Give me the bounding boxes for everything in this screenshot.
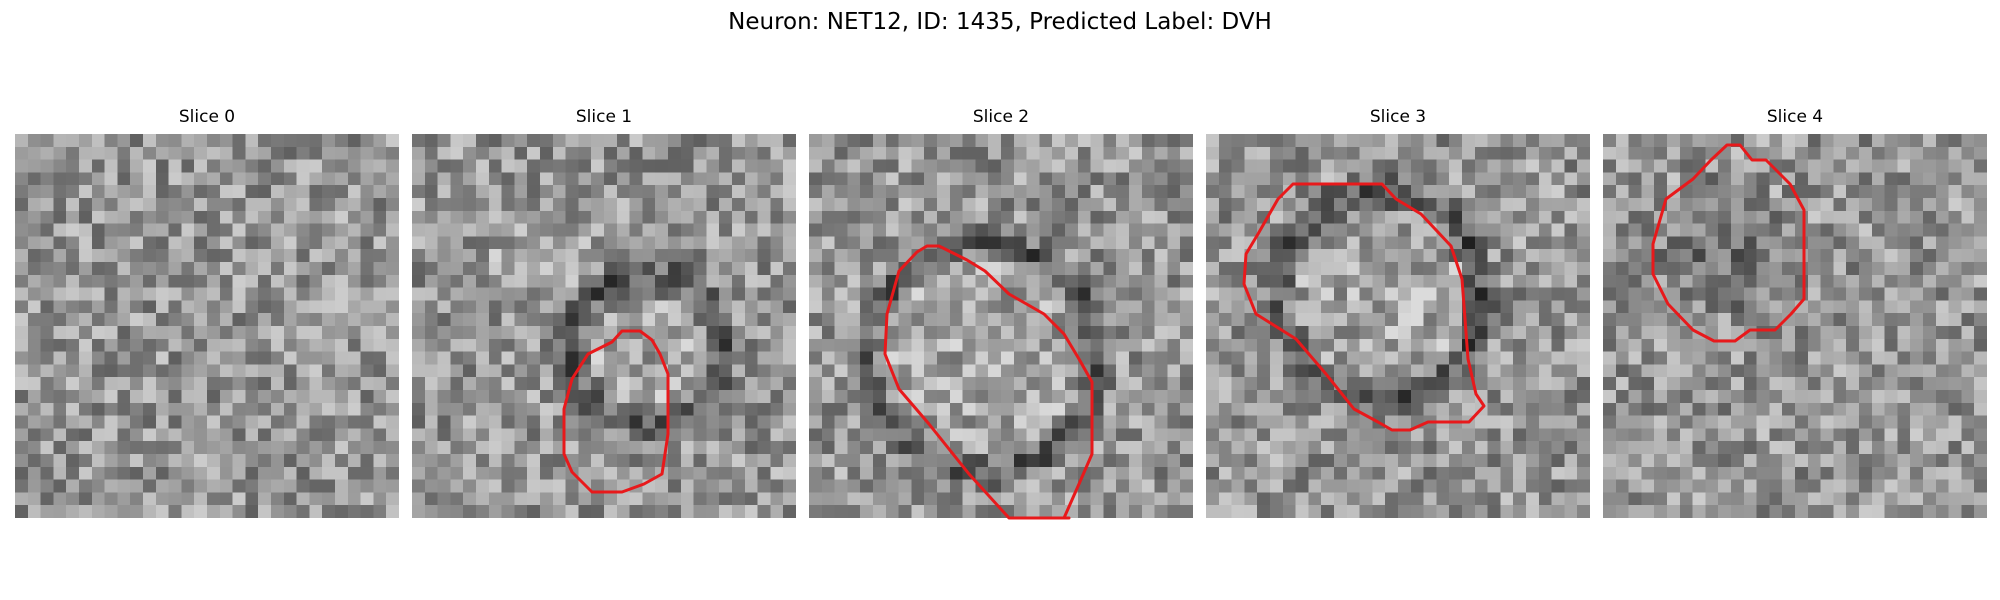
slice-image bbox=[15, 134, 399, 518]
contour-outline bbox=[562, 329, 670, 494]
slice-title: Slice 2 bbox=[972, 107, 1030, 127]
slice-image bbox=[412, 134, 796, 518]
contour-outline bbox=[883, 244, 1094, 520]
slice-title: Slice 1 bbox=[575, 107, 633, 127]
segmentation-contour bbox=[1242, 182, 1486, 432]
segmentation-contour bbox=[1651, 143, 1806, 343]
slice-title: Slice 3 bbox=[1369, 107, 1427, 127]
contour-outline bbox=[1651, 143, 1806, 343]
slice-image bbox=[1206, 134, 1590, 518]
slice-title: Slice 0 bbox=[178, 107, 236, 127]
figure-title: Neuron: NET12, ID: 1435, Predicted Label… bbox=[728, 9, 1272, 35]
segmentation-contour bbox=[883, 244, 1094, 520]
slice-image bbox=[809, 134, 1193, 518]
contour-outline bbox=[1242, 182, 1486, 432]
segmentation-contour bbox=[562, 329, 670, 494]
slice-title: Slice 4 bbox=[1766, 107, 1824, 127]
